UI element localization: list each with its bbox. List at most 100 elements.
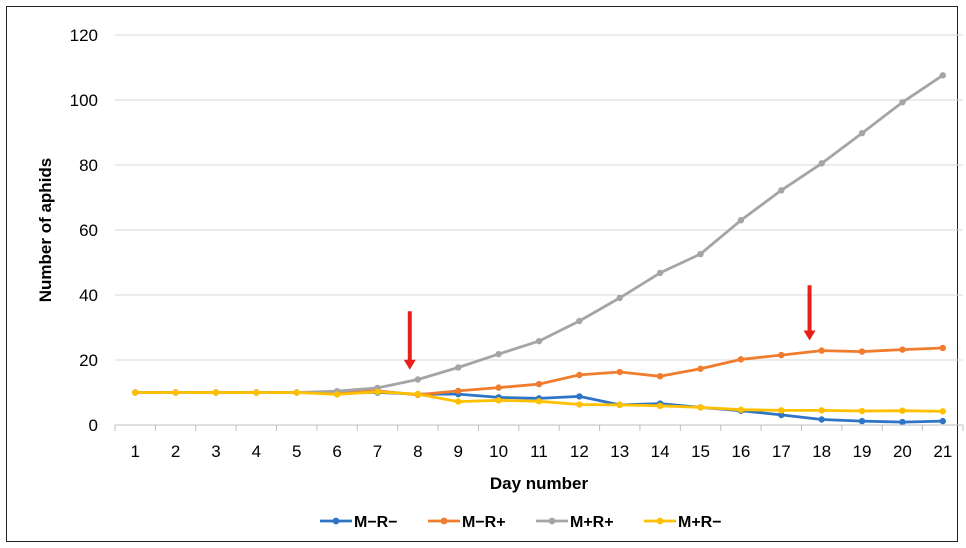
data-point <box>131 389 139 396</box>
data-point <box>576 393 583 400</box>
x-tick-label: 2 <box>171 442 180 461</box>
data-point <box>414 390 422 398</box>
x-tick-label: 16 <box>731 442 750 461</box>
legend-swatch-marker <box>332 517 340 525</box>
legend: M−R− M−R+ M+R+ M+R− <box>320 514 722 531</box>
x-tick-label: 8 <box>413 442 422 461</box>
x-tick-label: 17 <box>772 442 791 461</box>
data-point <box>858 129 866 137</box>
data-point <box>616 368 623 376</box>
data-point <box>455 387 462 395</box>
data-point <box>858 407 866 415</box>
data-point <box>616 294 623 302</box>
data-point <box>899 99 906 106</box>
data-point <box>818 160 825 167</box>
data-point <box>778 187 785 194</box>
data-point <box>455 364 462 371</box>
data-point <box>778 407 785 414</box>
data-point <box>616 401 623 409</box>
x-axis-label: Day number <box>490 474 589 493</box>
x-tick-label: 12 <box>570 442 589 461</box>
x-tick-label: 10 <box>489 442 508 461</box>
data-point <box>939 408 947 415</box>
legend-swatch-marker <box>440 517 448 525</box>
data-point <box>939 417 947 425</box>
data-point <box>576 371 583 379</box>
series-line <box>135 346 943 397</box>
legend-label: M+R− <box>678 514 722 531</box>
x-tick-label: 15 <box>691 442 710 461</box>
x-tick-label: 11 <box>530 442 548 461</box>
data-point <box>333 391 341 398</box>
data-point <box>818 416 825 423</box>
gridlines <box>115 34 963 361</box>
data-point <box>293 389 300 396</box>
y-tick-label: 120 <box>70 26 98 45</box>
data-point <box>253 389 260 396</box>
series-lines <box>131 72 947 426</box>
data-point <box>495 384 502 391</box>
arrow-head <box>803 330 816 341</box>
data-point <box>858 348 866 355</box>
legend-label: M−R− <box>354 514 398 531</box>
data-point <box>737 406 745 413</box>
data-point <box>455 398 462 405</box>
data-point <box>535 380 543 388</box>
x-tick-label: 5 <box>292 442 301 461</box>
data-point <box>778 351 785 359</box>
data-point <box>656 373 664 380</box>
data-point <box>535 398 543 405</box>
data-point <box>495 350 502 358</box>
arrow-head <box>403 359 416 370</box>
data-point <box>939 344 947 352</box>
data-point <box>495 397 502 404</box>
x-tick-label: 21 <box>933 442 952 461</box>
x-tick-label: 13 <box>610 442 629 461</box>
y-axis-label: Number of aphids <box>36 158 55 303</box>
y-tick-label: 80 <box>79 156 98 175</box>
x-tick-label: 20 <box>893 442 912 461</box>
data-point <box>656 269 664 277</box>
x-tick-label: 7 <box>373 442 382 461</box>
data-point <box>778 411 785 419</box>
x-tick-label: 6 <box>332 442 341 461</box>
data-point <box>656 402 664 410</box>
y-tick-label: 100 <box>70 91 98 110</box>
data-point <box>818 347 825 354</box>
data-point <box>737 217 745 224</box>
data-point <box>414 376 422 383</box>
y-tick-label: 0 <box>89 416 98 435</box>
data-point <box>858 417 866 425</box>
series-line <box>135 74 944 394</box>
annotations <box>403 285 816 370</box>
data-point <box>899 418 906 426</box>
data-point <box>697 250 704 258</box>
legend-label: M−R+ <box>462 514 506 531</box>
x-tick-label: 14 <box>651 442 670 461</box>
x-tick-label: 9 <box>454 442 463 461</box>
data-point <box>737 356 745 363</box>
x-tick-label: 3 <box>211 442 220 461</box>
data-point <box>576 317 583 325</box>
x-tick-label: 18 <box>812 442 831 461</box>
data-point <box>212 389 220 396</box>
data-point <box>899 346 906 353</box>
y-tick-label: 60 <box>79 221 98 240</box>
legend-swatch-marker <box>656 517 664 525</box>
data-point <box>939 72 947 79</box>
data-point <box>374 388 381 396</box>
data-point <box>899 407 906 414</box>
legend-label: M+R+ <box>570 514 614 531</box>
chart-frame <box>6 6 958 542</box>
data-point <box>697 404 704 411</box>
data-point <box>818 407 825 414</box>
x-tick-label: 19 <box>853 442 872 461</box>
data-point <box>576 401 583 408</box>
x-tick-label: 1 <box>130 442 139 461</box>
data-point <box>697 365 704 372</box>
y-tick-label: 40 <box>79 286 98 305</box>
data-point <box>172 389 179 396</box>
data-point <box>535 337 543 345</box>
